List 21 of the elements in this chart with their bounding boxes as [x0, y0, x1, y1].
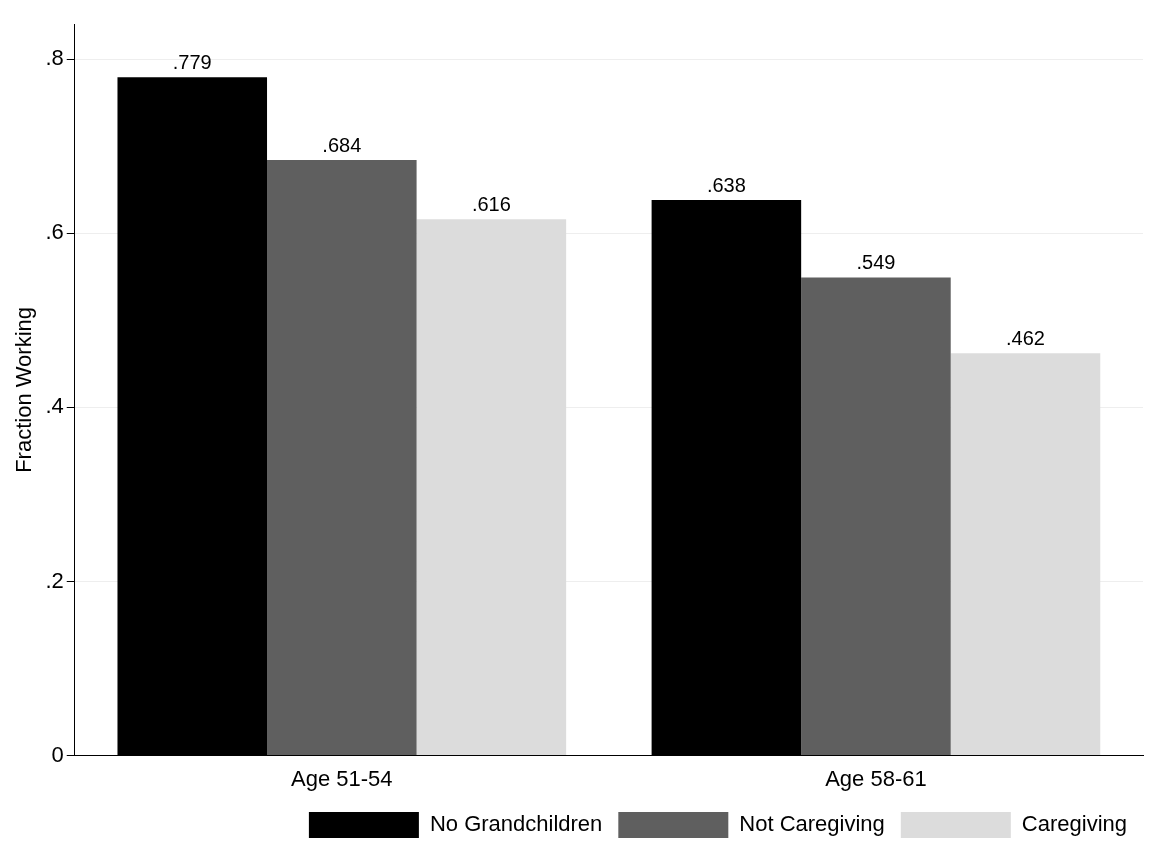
text: .779 — [172, 50, 212, 73]
text: .616 — [471, 192, 511, 215]
legend-label: No Grandchildren — [429, 811, 603, 837]
legend-label: Not Caregiving — [739, 811, 885, 837]
bar — [416, 219, 567, 756]
bar — [950, 353, 1101, 756]
legend-label: Caregiving — [1021, 811, 1128, 837]
text: .549 — [856, 251, 896, 274]
text: .638 — [706, 173, 746, 196]
bar — [801, 277, 951, 756]
y-tick-label: .2 — [45, 567, 64, 593]
y-tick-label: .4 — [45, 393, 64, 419]
y-tick-label: .8 — [45, 45, 64, 71]
bar — [267, 160, 417, 756]
x-tick-label: Age 51-54 — [291, 765, 393, 791]
y-tick-label: .6 — [45, 219, 64, 245]
text: .462 — [1006, 326, 1045, 349]
y-tick-label: 0 — [51, 741, 64, 767]
x-tick-label: Age 58-61 — [825, 765, 927, 791]
text: .684 — [322, 133, 362, 156]
y-axis-title: Fraction Working — [11, 306, 37, 473]
